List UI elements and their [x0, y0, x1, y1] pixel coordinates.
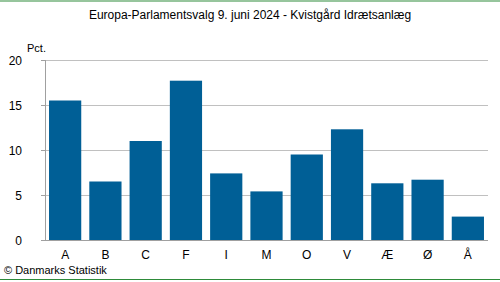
y-tick-label: 15 [9, 99, 23, 113]
bar [89, 182, 121, 241]
x-tick-label: M [262, 248, 272, 262]
tick-mark [41, 105, 45, 106]
y-tick-label: 0 [15, 234, 22, 248]
title: Europa-Parlamentsvalg 9. juni 2024 - Kvi… [89, 8, 411, 22]
x-tick-label: A [61, 248, 69, 262]
grid-line [45, 240, 488, 241]
top-rule [0, 1, 500, 2]
bar [170, 81, 202, 240]
y-axis [45, 60, 46, 240]
y-tick-label: 10 [9, 144, 23, 158]
bar [210, 173, 242, 240]
x-tick-label: V [343, 248, 351, 262]
x-tick-label: Æ [381, 248, 393, 262]
bar [250, 191, 282, 240]
x-tick-label: C [141, 248, 150, 262]
grid-line [45, 150, 488, 151]
bar [49, 101, 81, 241]
bar [130, 141, 162, 240]
source: © Danmarks Statistik [4, 264, 107, 276]
tick-mark [41, 150, 45, 151]
y-tick-label: 5 [15, 189, 22, 203]
tick-mark [41, 240, 45, 241]
y-tick-label: 20 [9, 54, 23, 68]
tick-mark [41, 60, 45, 61]
chart: Europa-Parlamentsvalg 9. juni 2024 - Kvi… [0, 0, 500, 282]
y-label: Pct. [27, 42, 46, 54]
x-tick-label: B [101, 248, 109, 262]
x-axis [45, 240, 488, 241]
bar [371, 183, 403, 240]
bars [49, 81, 484, 240]
grid-line [45, 60, 488, 61]
x-tick-label: Å [464, 247, 472, 262]
x-tick-label: F [182, 248, 189, 262]
bar [411, 180, 443, 240]
grid-line [45, 105, 488, 106]
x-tick-label: I [225, 248, 228, 262]
x-tick-label: Ø [423, 248, 432, 262]
x-tick-label: O [302, 248, 311, 262]
bar [452, 217, 484, 240]
bar [331, 129, 363, 240]
bottom-rule [0, 279, 500, 280]
bar [291, 155, 323, 241]
tick-mark [41, 195, 45, 196]
